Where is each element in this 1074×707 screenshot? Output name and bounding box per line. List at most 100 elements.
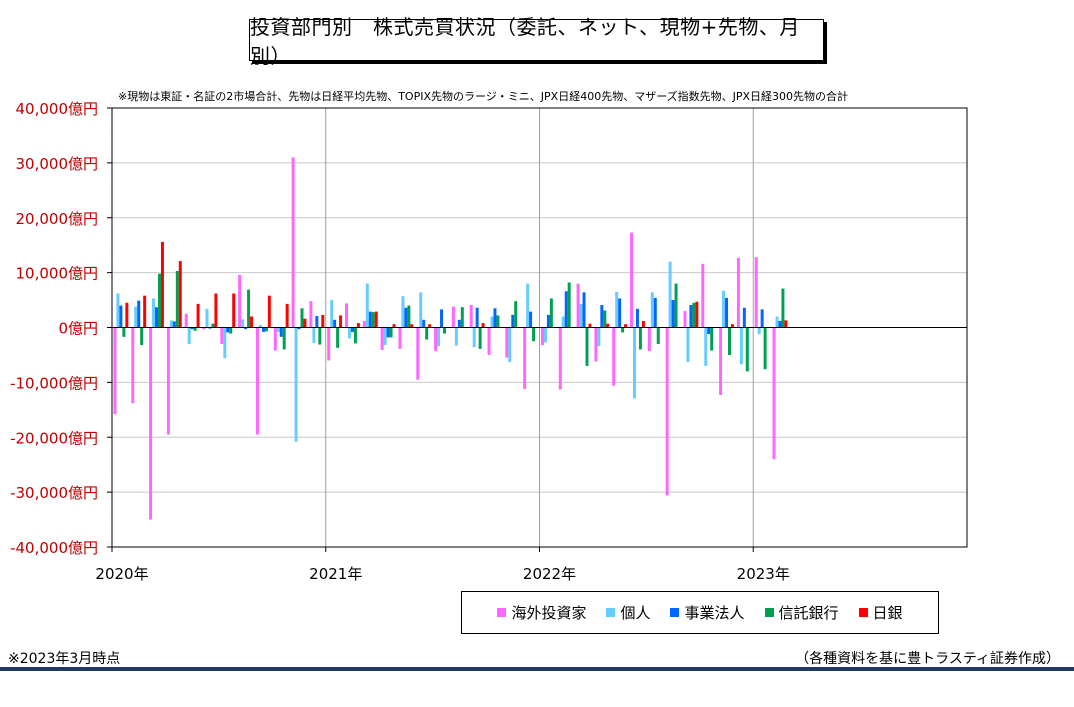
bar xyxy=(549,298,553,328)
bar xyxy=(318,327,322,345)
bar xyxy=(425,327,429,340)
bar xyxy=(692,302,696,328)
bar xyxy=(722,290,726,328)
bar xyxy=(214,293,218,328)
bar xyxy=(508,327,512,363)
bar xyxy=(704,327,708,366)
x-tick-label: 2023年 xyxy=(737,565,790,583)
bar xyxy=(719,327,723,395)
bar xyxy=(261,327,265,332)
bar xyxy=(205,308,209,328)
bar xyxy=(457,319,461,328)
bar xyxy=(597,327,601,347)
bar xyxy=(460,307,464,328)
bar xyxy=(229,327,233,334)
bar xyxy=(775,316,779,328)
bar xyxy=(152,298,156,328)
bar xyxy=(178,261,182,328)
y-tick-label: -20,000億円 xyxy=(10,429,98,447)
bar xyxy=(496,315,500,328)
bar xyxy=(244,327,248,330)
bar xyxy=(686,327,690,363)
bar xyxy=(650,292,654,328)
bar xyxy=(638,327,642,350)
axis-labels: 40,000億円 30,000億円 20,000億円 10,000億円 0億円 -10,0… xyxy=(10,100,790,583)
bar xyxy=(472,327,476,348)
y-tick-label: 0億円 xyxy=(58,320,98,338)
bar xyxy=(398,327,402,349)
bar xyxy=(736,257,740,328)
bar xyxy=(603,310,607,328)
bar xyxy=(149,327,153,520)
bar xyxy=(437,327,441,347)
bar xyxy=(588,323,592,328)
bar xyxy=(294,327,298,442)
bar xyxy=(312,327,316,343)
bar xyxy=(469,305,473,328)
bar xyxy=(345,303,349,328)
bar xyxy=(365,283,369,328)
bar xyxy=(725,297,729,328)
bar xyxy=(276,327,280,332)
y-tick-label: -10,000億円 xyxy=(10,374,98,392)
bar xyxy=(356,323,360,328)
bar xyxy=(781,288,785,328)
bar xyxy=(113,327,117,415)
bar xyxy=(505,327,509,358)
bar xyxy=(475,307,479,328)
legend-swatch xyxy=(764,608,774,617)
bar xyxy=(760,309,764,328)
bar xyxy=(336,327,340,348)
bar xyxy=(407,305,411,328)
bar xyxy=(350,327,354,332)
bar xyxy=(327,327,331,361)
bar xyxy=(546,314,550,328)
bar xyxy=(383,327,387,346)
bar xyxy=(196,303,200,328)
bars xyxy=(113,157,788,520)
bar xyxy=(618,298,622,328)
bar xyxy=(532,327,536,342)
bar xyxy=(526,283,530,328)
bar xyxy=(567,282,571,328)
bar xyxy=(116,293,120,328)
bar xyxy=(689,305,693,328)
bar xyxy=(558,327,562,390)
bar xyxy=(778,320,782,328)
legend-item: 個人 xyxy=(606,602,650,623)
bar xyxy=(247,289,251,328)
bar xyxy=(730,324,734,328)
bar xyxy=(707,327,711,335)
bar xyxy=(300,308,304,328)
bar xyxy=(487,327,491,355)
bar xyxy=(241,319,245,328)
bar xyxy=(339,315,343,328)
bar xyxy=(238,274,242,328)
legend-swatch xyxy=(497,608,507,617)
bar xyxy=(184,313,188,328)
bar xyxy=(757,327,761,335)
bar xyxy=(481,323,485,328)
bar xyxy=(422,319,426,328)
bar xyxy=(134,306,138,328)
bar xyxy=(428,324,432,328)
bar xyxy=(297,327,301,330)
bar xyxy=(695,301,699,328)
bar-chart: 40,000億円 30,000億円 20,000億円 10,000億円 0億円 -10,0… xyxy=(10,100,968,583)
bar xyxy=(630,232,634,328)
bar xyxy=(763,327,767,370)
bar xyxy=(122,327,126,337)
bar xyxy=(454,327,458,346)
bar xyxy=(330,300,334,328)
bar xyxy=(410,324,414,328)
bar xyxy=(333,319,337,328)
legend-item: 海外投資家 xyxy=(497,602,586,623)
bar xyxy=(166,327,170,435)
bar xyxy=(701,263,705,328)
bar xyxy=(612,327,616,386)
bar xyxy=(582,292,586,328)
bar xyxy=(641,320,645,328)
bar xyxy=(125,302,129,328)
bar xyxy=(478,327,482,349)
legend-label: 海外投資家 xyxy=(511,604,587,622)
